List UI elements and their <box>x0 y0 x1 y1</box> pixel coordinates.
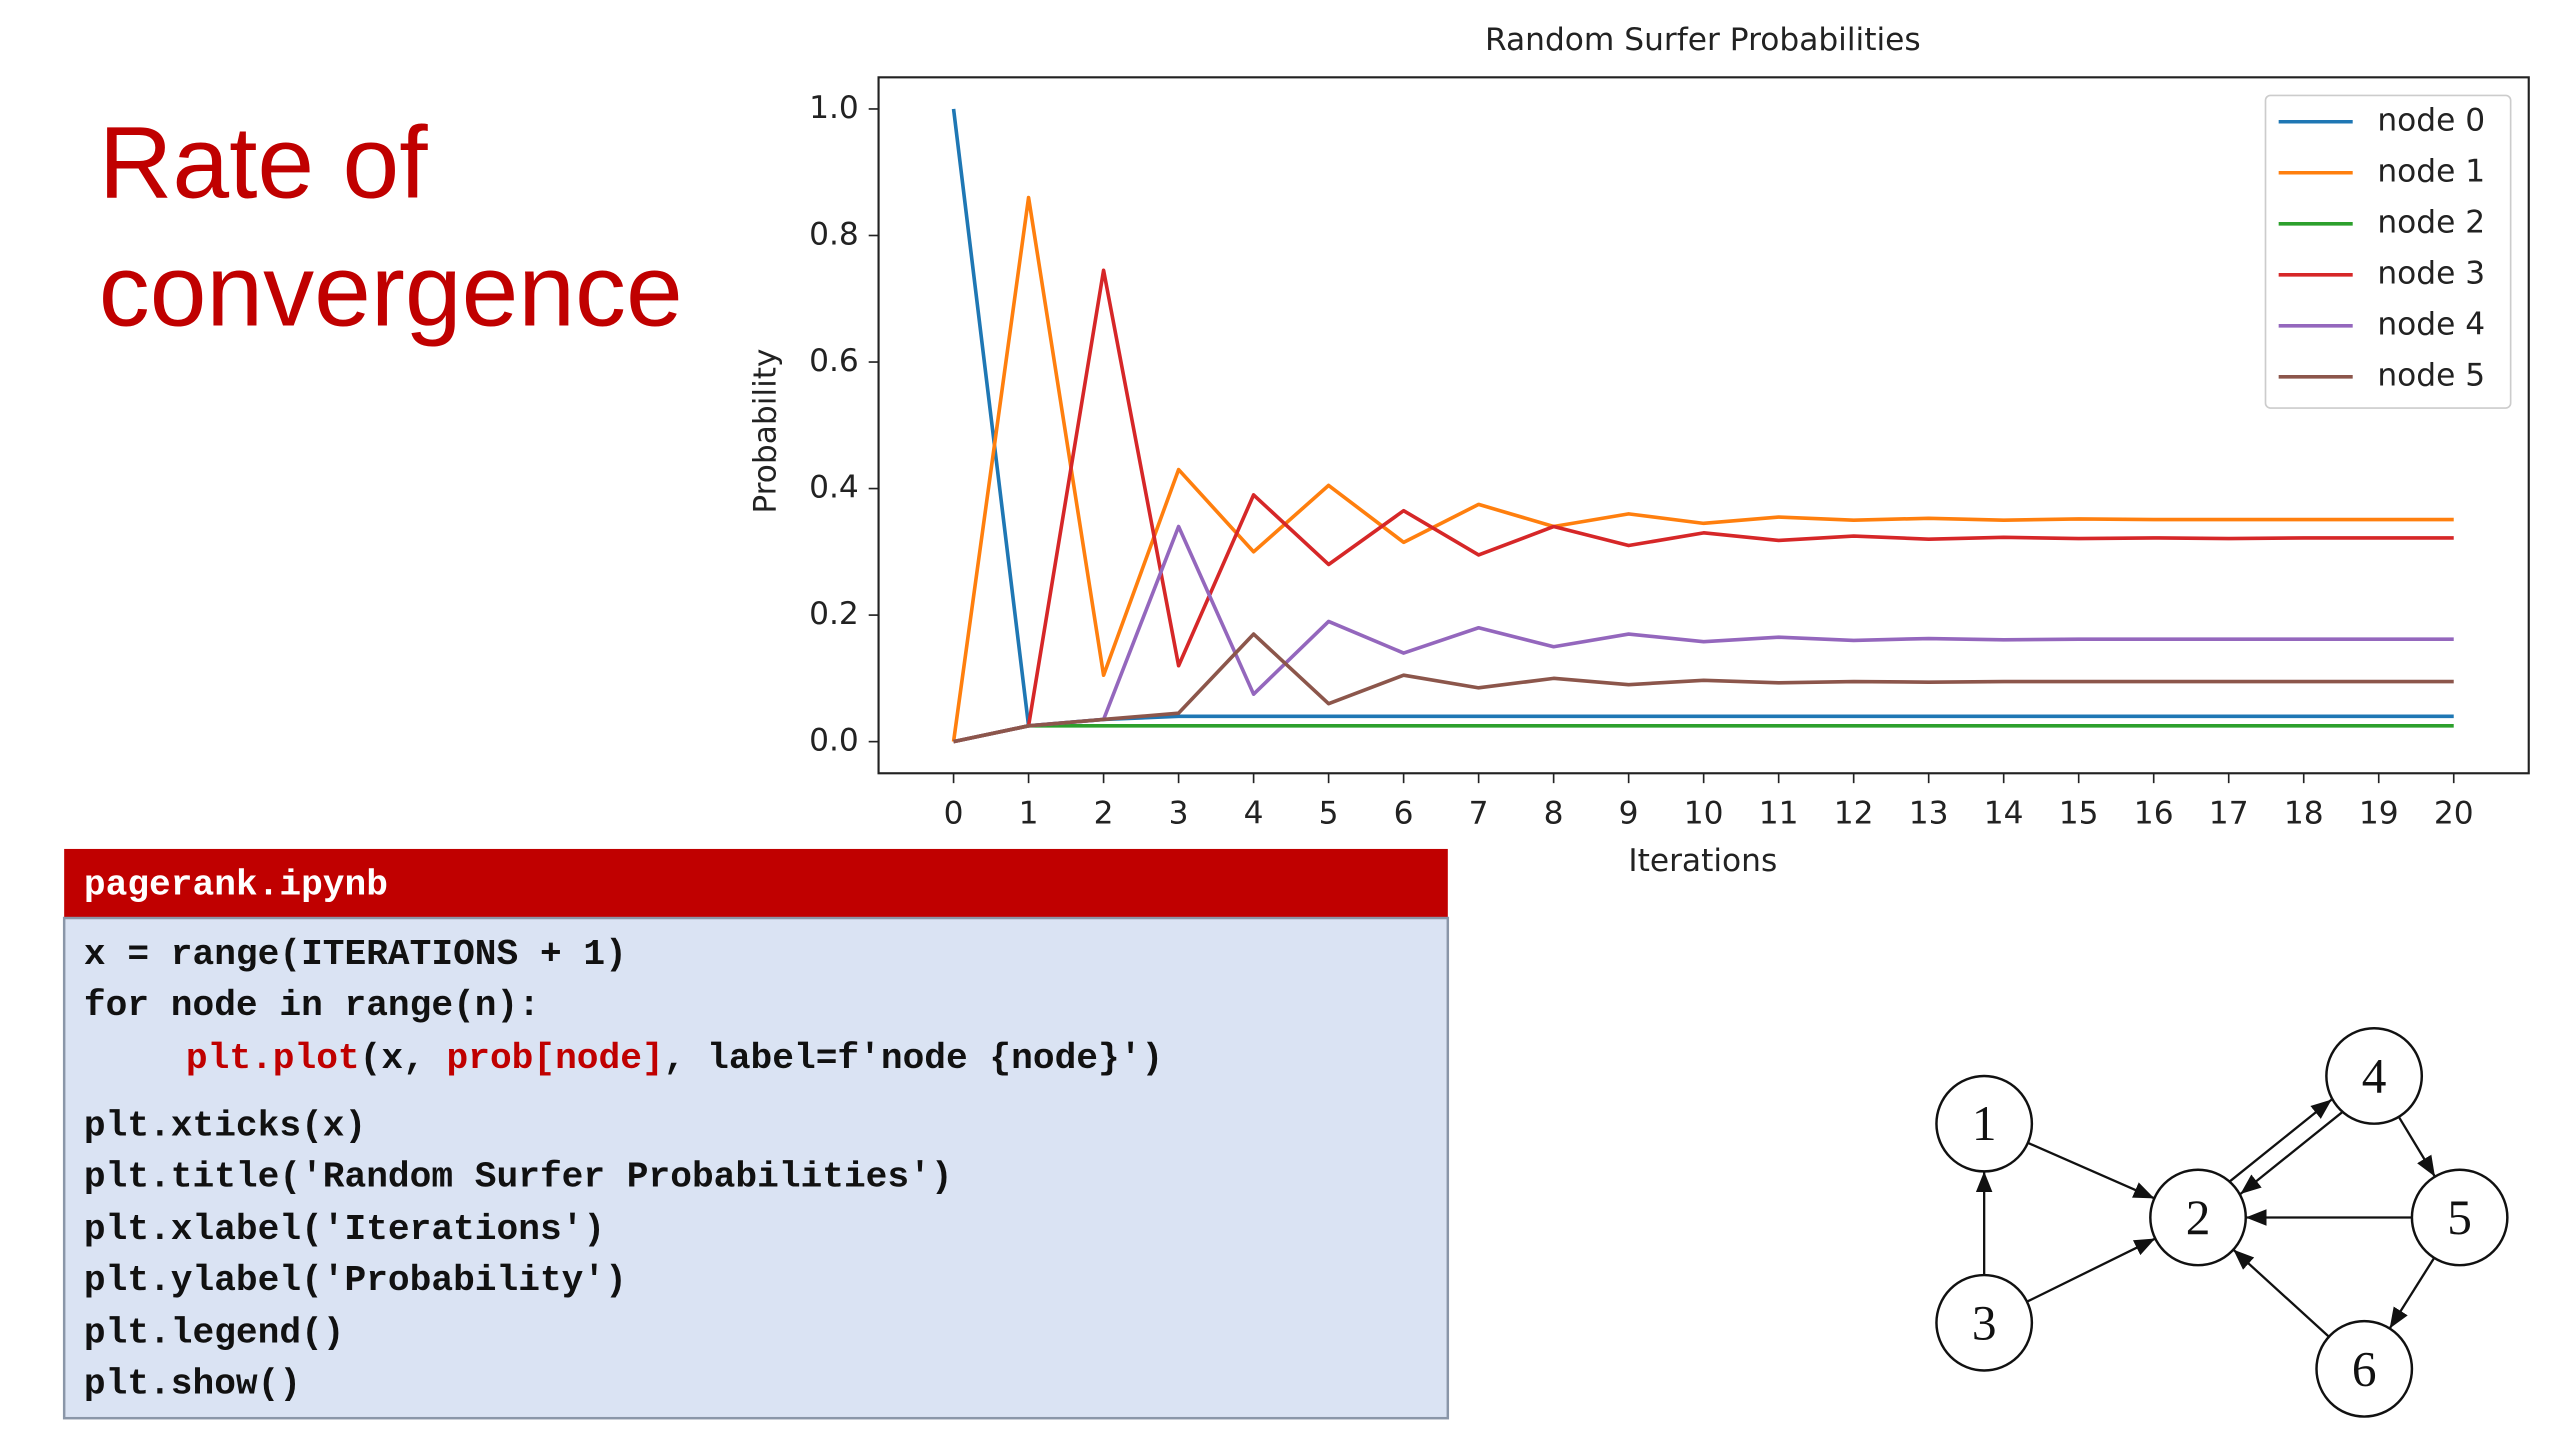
code-token: plt.title('Random Surfer Probabilities') <box>84 1156 953 1197</box>
x-tick-label: 1 <box>1019 795 1039 831</box>
code-line: plt.title('Random Surfer Probabilities') <box>84 1156 953 1197</box>
graph-node <box>2315 1319 2414 1418</box>
x-tick-label: 11 <box>1759 795 1799 831</box>
y-tick-label: 1.0 <box>809 90 859 126</box>
graph-node-label: 1 <box>1972 1096 1997 1151</box>
x-tick-label: 2 <box>1094 795 1114 831</box>
code-line: plt.xticks(x) <box>84 1105 366 1146</box>
y-tick-label: 0.2 <box>809 596 859 632</box>
code-line: plt.xlabel('Iterations') <box>84 1209 605 1250</box>
legend-label: node 3 <box>2377 256 2485 292</box>
code-token: plt.xticks(x) <box>84 1105 366 1146</box>
graph-node <box>1935 1074 2034 1173</box>
y-tick-label: 0.4 <box>809 470 859 506</box>
graph-edge <box>2388 1257 2436 1330</box>
legend-label: node 5 <box>2377 358 2485 394</box>
code-line: plt.legend() <box>84 1312 345 1353</box>
x-tick-label: 3 <box>1169 795 1189 831</box>
code-token: plt.ylabel('Probability') <box>84 1260 627 1301</box>
x-axis-label: Iterations <box>1628 843 1777 879</box>
code-filename: pagerank.ipynb <box>84 865 388 906</box>
x-tick-label: 9 <box>1619 795 1639 831</box>
series-line <box>951 108 2454 728</box>
x-tick-label: 0 <box>944 795 964 831</box>
graph-edge <box>2397 1116 2436 1178</box>
graph-edge <box>2026 1237 2156 1303</box>
code-line: plt.plot(x, prob[node], label=f'node {no… <box>186 1037 1163 1078</box>
x-tick-label: 6 <box>1394 795 1414 831</box>
code-header <box>64 848 1448 919</box>
graph-edge <box>2232 1248 2330 1338</box>
code-token: (x, <box>360 1037 447 1078</box>
graph-diagram: 1 2 3 4 5 6 <box>1935 1027 2509 1418</box>
series-line <box>951 195 2454 742</box>
graph-edge <box>2239 1111 2343 1195</box>
code-token: plt.show() <box>84 1363 301 1404</box>
graph-node-label: 2 <box>2186 1190 2211 1245</box>
series-line <box>953 724 2454 744</box>
legend-label: node 0 <box>2377 103 2485 139</box>
graph-node <box>1935 1273 2034 1372</box>
y-tick-label: 0.0 <box>809 723 859 759</box>
y-tick-label: 0.8 <box>809 216 859 252</box>
series-line <box>953 632 2454 744</box>
x-tick-label: 20 <box>2434 795 2474 831</box>
code-body <box>62 916 1450 1420</box>
x-tick-label: 7 <box>1469 795 1489 831</box>
series-line <box>953 524 2454 744</box>
code-token: plt.xlabel('Iterations') <box>84 1209 605 1250</box>
graph-node <box>2149 1168 2247 1267</box>
series-line <box>953 268 2454 744</box>
y-tick-label: 0.6 <box>809 343 859 379</box>
legend-label: node 1 <box>2377 154 2485 190</box>
chart-title: Random Surfer Probabilities <box>1485 22 1921 58</box>
code-token: plt.plot <box>186 1037 360 1078</box>
x-tick-label: 4 <box>1244 795 1264 831</box>
x-tick-label: 17 <box>2209 795 2249 831</box>
x-tick-label: 8 <box>1544 795 1564 831</box>
legend-label: node 2 <box>2377 205 2485 241</box>
code-token: x = range(ITERATIONS + 1) <box>84 934 627 975</box>
x-tick-label: 14 <box>1984 795 2024 831</box>
code-line: plt.ylabel('Probability') <box>84 1260 627 1301</box>
slide-title: convergence <box>99 234 683 348</box>
code-lines: x = range(ITERATIONS + 1) for node in ran… <box>84 934 1163 1404</box>
graph-node <box>2410 1168 2509 1267</box>
slide-title: Rate of <box>99 105 429 219</box>
graph-edge <box>2229 1098 2333 1183</box>
chart: 0.00.20.40.60.81.00 1 2 3 4 5 6 7 8 9 10 11 12 13 14 15… <box>809 76 2530 831</box>
x-tick-label: 19 <box>2359 795 2399 831</box>
graph-node-label: 6 <box>2352 1341 2377 1396</box>
code-token: prob[node] <box>447 1037 664 1078</box>
x-tick-label: 12 <box>1834 795 1874 831</box>
code-line: for node in range(n): <box>84 985 540 1026</box>
x-tick-label: 18 <box>2284 795 2324 831</box>
legend-label: node 4 <box>2377 307 2485 343</box>
code-token: , label=f'node {node}') <box>664 1037 1163 1078</box>
code-line: x = range(ITERATIONS + 1) <box>84 934 627 975</box>
x-tick-label: 5 <box>1319 795 1339 831</box>
code-line: plt.show() <box>84 1363 301 1404</box>
graph-node-label: 5 <box>2447 1190 2472 1245</box>
graph-node-label: 4 <box>2362 1048 2387 1103</box>
x-tick-label: 16 <box>2134 795 2174 831</box>
graph-edge <box>2027 1141 2155 1200</box>
graph-node <box>2325 1027 2424 1125</box>
code-token: for node in range(n): <box>84 985 540 1026</box>
x-tick-label: 10 <box>1684 795 1724 831</box>
x-tick-label: 15 <box>2059 795 2099 831</box>
code-token: plt.legend() <box>84 1312 345 1353</box>
graph-node-label: 3 <box>1972 1295 1997 1350</box>
y-axis-label: Probability <box>748 348 784 513</box>
x-tick-label: 13 <box>1909 795 1949 831</box>
